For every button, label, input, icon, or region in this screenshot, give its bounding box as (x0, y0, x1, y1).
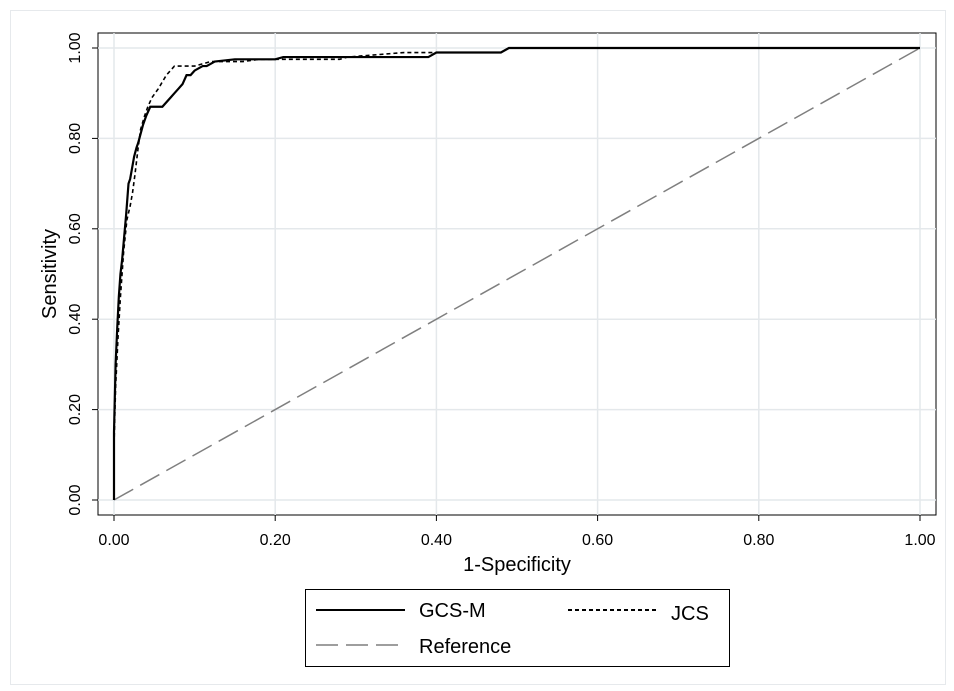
y-tick-label: 0.80 (67, 123, 84, 154)
series-line-reference (113, 47, 921, 501)
y-axis-title: Sensitivity (39, 229, 61, 319)
legend-box (305, 589, 730, 667)
series-lines (112, 46, 921, 501)
legend: GCS-M JCS Reference (305, 589, 730, 667)
y-tick-label: 0.40 (67, 304, 84, 335)
series-line-jcs (113, 47, 920, 500)
legend-label-jcs: JCS (671, 603, 709, 625)
x-tick-label: 0.40 (421, 532, 452, 549)
legend-label-reference: Reference (419, 636, 511, 658)
x-tick-label: 0.00 (98, 532, 129, 549)
x-tick-label: 1.00 (904, 532, 935, 549)
x-tick-label: 0.60 (582, 532, 613, 549)
y-tick-label: 0.60 (67, 213, 84, 244)
y-tick-label: 0.20 (67, 394, 84, 425)
y-tick-label: 0.00 (67, 484, 84, 515)
x-axis-title: 1-Specificity (463, 554, 571, 576)
legend-label-gcs-m: GCS-M (419, 600, 486, 622)
x-tick-label: 0.20 (260, 532, 291, 549)
y-tick-label: 1.00 (67, 32, 84, 63)
axis-ticks: 0.00 0.20 0.40 0.60 0.80 1.00 0.00 0.20 0.40 0.60… (67, 32, 936, 549)
x-tick-label: 0.80 (743, 532, 774, 549)
